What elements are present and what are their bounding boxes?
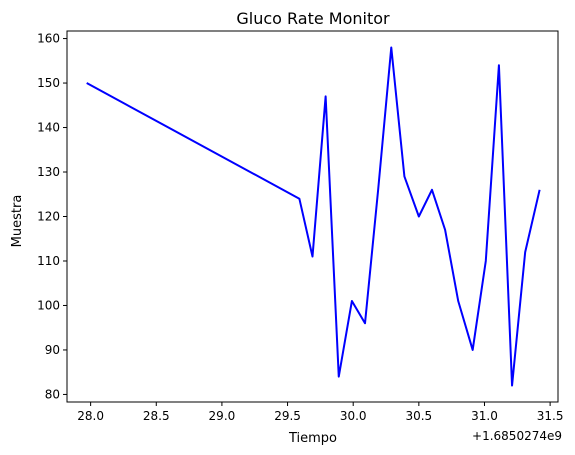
x-axis-offset-label: +1.6850274e9 [472, 429, 562, 443]
y-tick-label: 160 [37, 32, 60, 46]
y-tick-label: 120 [37, 210, 60, 224]
y-tick-label: 150 [37, 76, 60, 90]
x-tick-label: 30.0 [340, 409, 367, 423]
plot-frame [66, 30, 559, 403]
x-tick-label: 30.5 [405, 409, 432, 423]
y-tick-label: 100 [37, 298, 60, 312]
x-axis: 28.0 28.5 29.0 29.5 30.0 30.5 31.0 31.5 [77, 402, 563, 423]
series-line-0 [86, 46, 541, 387]
y-axis: 80 90 100 110 120 130 140 150 160 [37, 32, 67, 401]
chart-title: Gluco Rate Monitor [236, 9, 390, 28]
x-tick-label: 28.0 [77, 409, 104, 423]
y-tick-label: 130 [37, 165, 60, 179]
x-tick-label: 29.5 [274, 409, 301, 423]
y-axis-label: Muestra [10, 195, 25, 248]
x-tick-label: 28.5 [143, 409, 170, 423]
y-tick-label: 140 [37, 121, 60, 135]
x-tick-label: 31.5 [537, 409, 564, 423]
x-axis-label: Tiempo [288, 431, 337, 446]
plot-area [86, 46, 541, 387]
y-tick-label: 90 [45, 343, 60, 357]
x-tick-label: 31.0 [471, 409, 498, 423]
y-tick-label: 110 [37, 254, 60, 268]
y-tick-label: 80 [45, 387, 60, 401]
x-tick-label: 29.0 [209, 409, 236, 423]
